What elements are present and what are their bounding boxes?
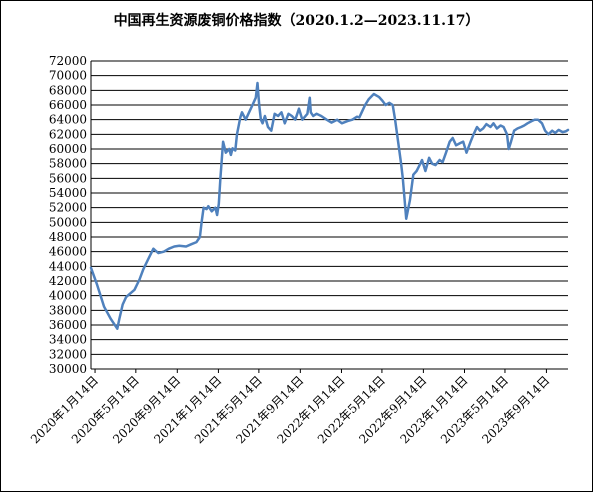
chart-title: 中国再生资源废铜价格指数（2020.1.2—2023.11.17） <box>113 13 480 29</box>
y-tick-label-56000: 56000 <box>49 171 87 185</box>
y-tick-label-68000: 68000 <box>49 83 87 97</box>
y-axis-tick-labels: 3000032000340003600038000400004200044000… <box>49 54 87 376</box>
y-tick-label-72000: 72000 <box>49 54 87 68</box>
y-tick-label-70000: 70000 <box>49 69 87 83</box>
axes <box>90 61 568 373</box>
y-tick-label-60000: 60000 <box>49 142 87 156</box>
y-tick-label-40000: 40000 <box>49 289 87 303</box>
y-tick-label-30000: 30000 <box>49 362 87 376</box>
y-tick-label-42000: 42000 <box>49 274 87 288</box>
y-tick-label-32000: 32000 <box>49 347 87 361</box>
series-line-0 <box>89 81 570 330</box>
y-tick-label-44000: 44000 <box>49 259 87 273</box>
y-tick-label-46000: 46000 <box>49 245 87 259</box>
y-tick-label-66000: 66000 <box>49 98 87 112</box>
gridlines <box>91 60 568 370</box>
y-tick-label-62000: 62000 <box>49 127 87 141</box>
x-tick-label-0: 2020年1月14日 <box>28 373 101 446</box>
series-layer <box>89 81 570 330</box>
y-tick-label-52000: 52000 <box>49 201 87 215</box>
x-axis-tick-labels: 2020年1月14日2020年5月14日2020年9月14日2021年1月14日… <box>28 373 553 446</box>
y-tick-label-34000: 34000 <box>49 333 87 347</box>
y-tick-label-54000: 54000 <box>49 186 87 200</box>
y-tick-label-58000: 58000 <box>49 157 87 171</box>
y-tick-label-48000: 48000 <box>49 230 87 244</box>
y-tick-label-50000: 50000 <box>49 215 87 229</box>
y-tick-label-36000: 36000 <box>49 318 87 332</box>
y-tick-label-64000: 64000 <box>49 113 87 127</box>
y-tick-label-38000: 38000 <box>49 303 87 317</box>
